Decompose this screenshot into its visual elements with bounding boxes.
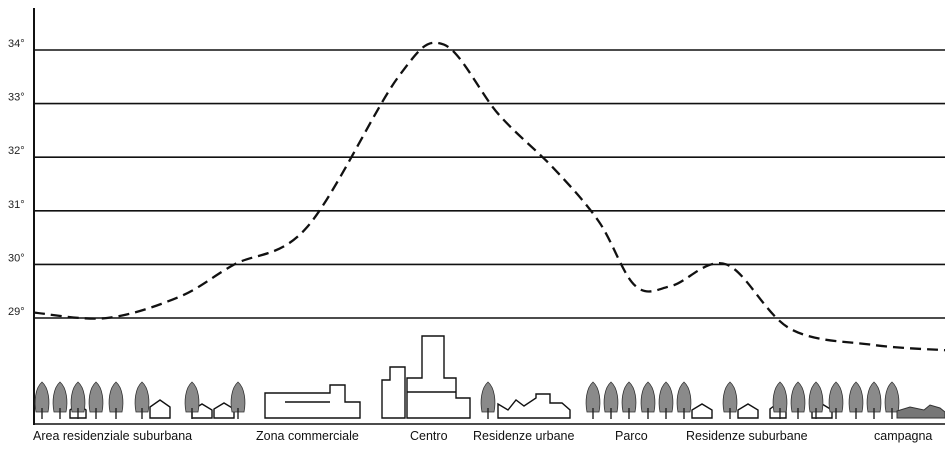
downtown-building [381, 366, 406, 419]
y-tick-label: 33° [8, 92, 25, 104]
skyline-illustration [69, 335, 833, 419]
tree-icon [772, 381, 788, 419]
house-icon [149, 399, 171, 419]
tree-icon [790, 381, 806, 419]
y-tick-label: 29° [8, 306, 25, 318]
tree-icon [230, 381, 246, 419]
tree-icon [480, 381, 496, 419]
tree-icon [621, 381, 637, 419]
tree-icon [884, 381, 900, 419]
tree-icon [658, 381, 674, 419]
tree-icon [722, 381, 738, 419]
house-icon [213, 402, 235, 419]
y-tick-label: 30° [8, 252, 25, 264]
y-tick-label: 32° [8, 145, 25, 157]
tree-icon [88, 381, 104, 419]
zone-label-urban-residences: Residenze urbane [473, 429, 575, 443]
tree-icon [70, 381, 86, 419]
tree-icon [52, 381, 68, 419]
house-icon [737, 403, 759, 419]
tree-icon [108, 381, 124, 419]
tree-icon [184, 381, 200, 419]
tree-icon [640, 381, 656, 419]
grid-lines [34, 49, 945, 319]
y-tick-label: 31° [8, 199, 25, 211]
tree-icon [676, 381, 692, 419]
tree-icon [828, 381, 844, 419]
urban-residence [497, 393, 571, 419]
zone-label-countryside: campagna [874, 429, 932, 443]
tree-icon [848, 381, 864, 419]
y-tick-labels: 34° 33° 32° 31° 30° 29° [8, 38, 25, 318]
zone-label-centre: Centro [410, 429, 448, 443]
tree-icon [866, 381, 882, 419]
tree-row [34, 381, 900, 419]
house-icon [691, 403, 713, 419]
downtown-building [406, 335, 471, 419]
tree-icon [134, 381, 150, 419]
tree-icon [585, 381, 601, 419]
y-tick-label: 34° [8, 38, 25, 50]
countryside-field-icon [896, 404, 945, 419]
temperature-curve [33, 41, 945, 352]
zone-label-suburban-residences: Residenze suburbane [686, 429, 808, 443]
zone-label-commercial: Zona commerciale [256, 429, 359, 443]
tree-icon [603, 381, 619, 419]
tree-icon [34, 381, 50, 419]
zone-label-suburban-area: Area residenziale suburbana [33, 429, 192, 443]
zone-label-park: Parco [615, 429, 648, 443]
tree-icon [808, 381, 824, 419]
